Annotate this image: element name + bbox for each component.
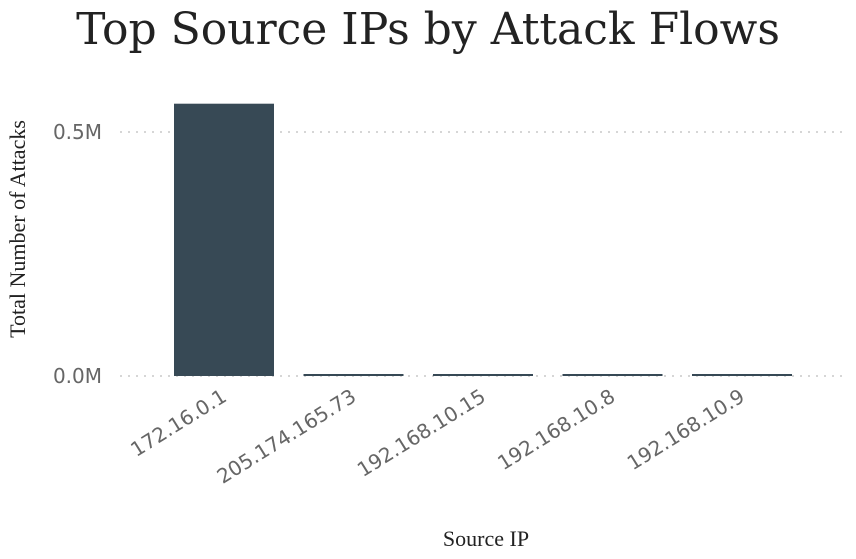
x-tick-label: 172.16.0.1	[126, 384, 230, 462]
x-tick-label: 192.168.10.9	[623, 384, 749, 475]
x-axis-title: Source IP	[443, 526, 529, 551]
bars	[174, 103, 792, 377]
bar	[692, 374, 792, 376]
y-axis-title: Total Number of Attacks	[5, 120, 30, 338]
x-tick-label: 192.168.10.8	[493, 384, 619, 475]
y-tick-label: 0.5M	[53, 120, 102, 144]
bar	[562, 374, 663, 376]
bar	[174, 103, 274, 377]
x-tick-label: 205.174.165.73	[213, 384, 361, 489]
y-axis-ticks: 0.0M 0.5M	[53, 120, 102, 388]
bar	[433, 374, 533, 376]
bar	[303, 374, 404, 376]
x-tick-label: 192.168.10.15	[353, 384, 490, 482]
y-tick-label: 0.0M	[53, 364, 102, 388]
chart-title: Top Source IPs by Attack Flows	[76, 4, 780, 55]
